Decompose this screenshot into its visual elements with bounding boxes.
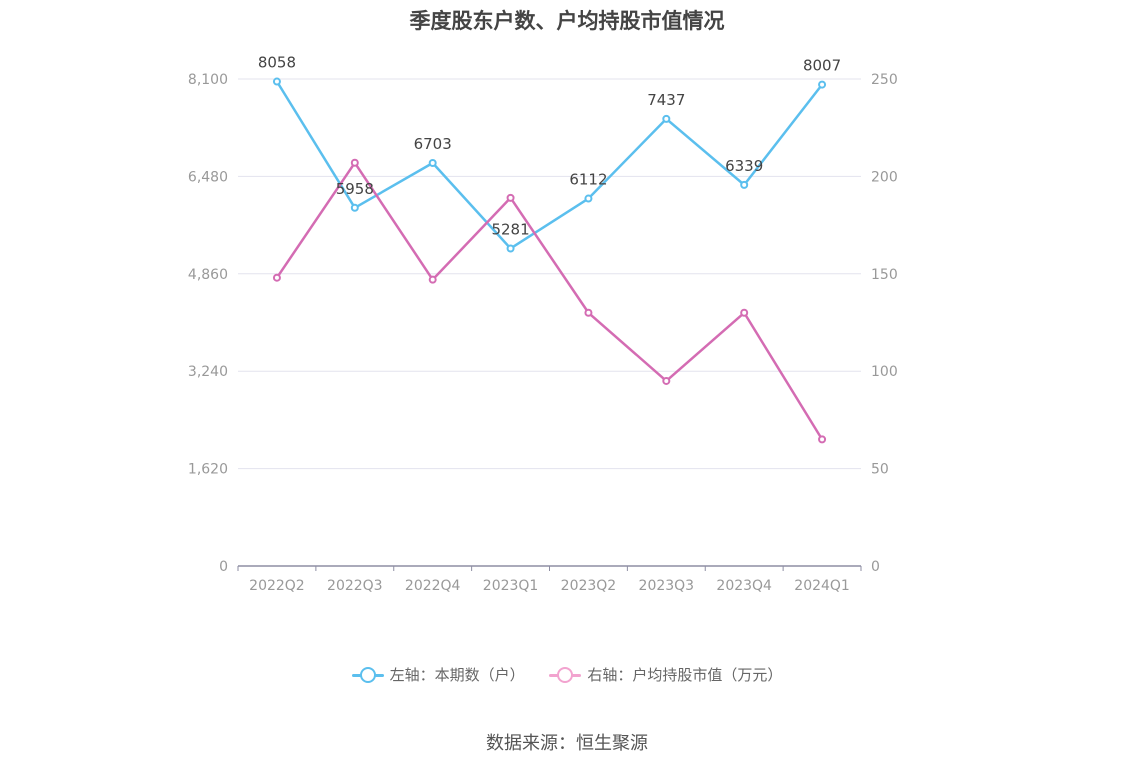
data-label: 5281 [491,220,529,238]
series-left-point [740,180,749,189]
series-left-point [350,203,359,212]
data-label: 8058 [258,54,296,72]
data-label: 7437 [647,91,685,109]
series-left-point [818,80,827,89]
series-right-point [506,193,515,202]
y-right-tick-label: 150 [871,267,898,283]
chart-title: 季度股东户数、户均持股市值情况 [409,9,725,33]
data-source: 数据来源：恒生聚源 [486,733,648,754]
series-left-point [662,114,671,123]
legend-left-swatch-icon [351,666,384,683]
y-right-tick-label: 0 [871,559,880,575]
x-tick-label: 2023Q2 [561,578,617,594]
legend-right-label: 右轴：户均持股市值（万元） [587,666,783,684]
line-chart: 0 0 1,620 50 3,240 100 4,860 150 6,480 200 8,100 25… [188,54,898,594]
series-right-line [275,161,824,441]
data-label: 8007 [803,57,841,75]
x-tick-label: 2024Q1 [794,578,850,594]
legend-left-label: 左轴：本期数（户） [389,666,525,684]
series-left-point [584,194,593,203]
data-label: 6339 [725,157,763,175]
data-label: 6112 [569,171,607,189]
series-right-point [740,308,749,317]
y-right-tick-label: 100 [871,364,898,380]
y-left-tick-label: 6,480 [188,169,228,185]
legend: 左轴：本期数（户） 右轴：户均持股市值（万元） [0,664,1134,687]
series-left-point [272,77,281,86]
x-tick-label: 2022Q2 [249,578,305,594]
series-left-point [506,244,515,253]
series-left-line [275,80,824,250]
y-right-tick-label: 250 [871,72,898,88]
x-tick-label: 2022Q3 [327,578,383,594]
x-tick-label: 2023Q4 [716,578,772,594]
x-tick-label: 2023Q3 [639,578,695,594]
y-left-tick-label: 4,860 [188,267,228,283]
legend-item-left[interactable]: 左轴：本期数（户） [351,664,525,685]
data-label: 6703 [414,135,452,153]
series-right-point [272,273,281,282]
y-left-tick-label: 0 [219,559,228,575]
y-left-tick-label: 1,620 [188,462,228,478]
series-right-point [350,158,359,167]
legend-right-swatch-icon [549,666,582,683]
y-right-tick-label: 50 [871,462,889,478]
x-tick-label: 2022Q4 [405,578,461,594]
y-left-tick-label: 8,100 [188,72,228,88]
y-left-tick-label: 3,240 [188,364,228,380]
y-right-tick-label: 200 [871,169,898,185]
series-right-point [818,435,827,444]
x-tick-label: 2023Q1 [483,578,539,594]
legend-item-right[interactable]: 右轴：户均持股市值（万元） [549,664,782,685]
data-label: 5958 [336,180,374,198]
series-left-point [428,158,437,167]
series-right-point [584,308,593,317]
series-right-point [428,275,437,284]
series-right-point [662,376,671,385]
